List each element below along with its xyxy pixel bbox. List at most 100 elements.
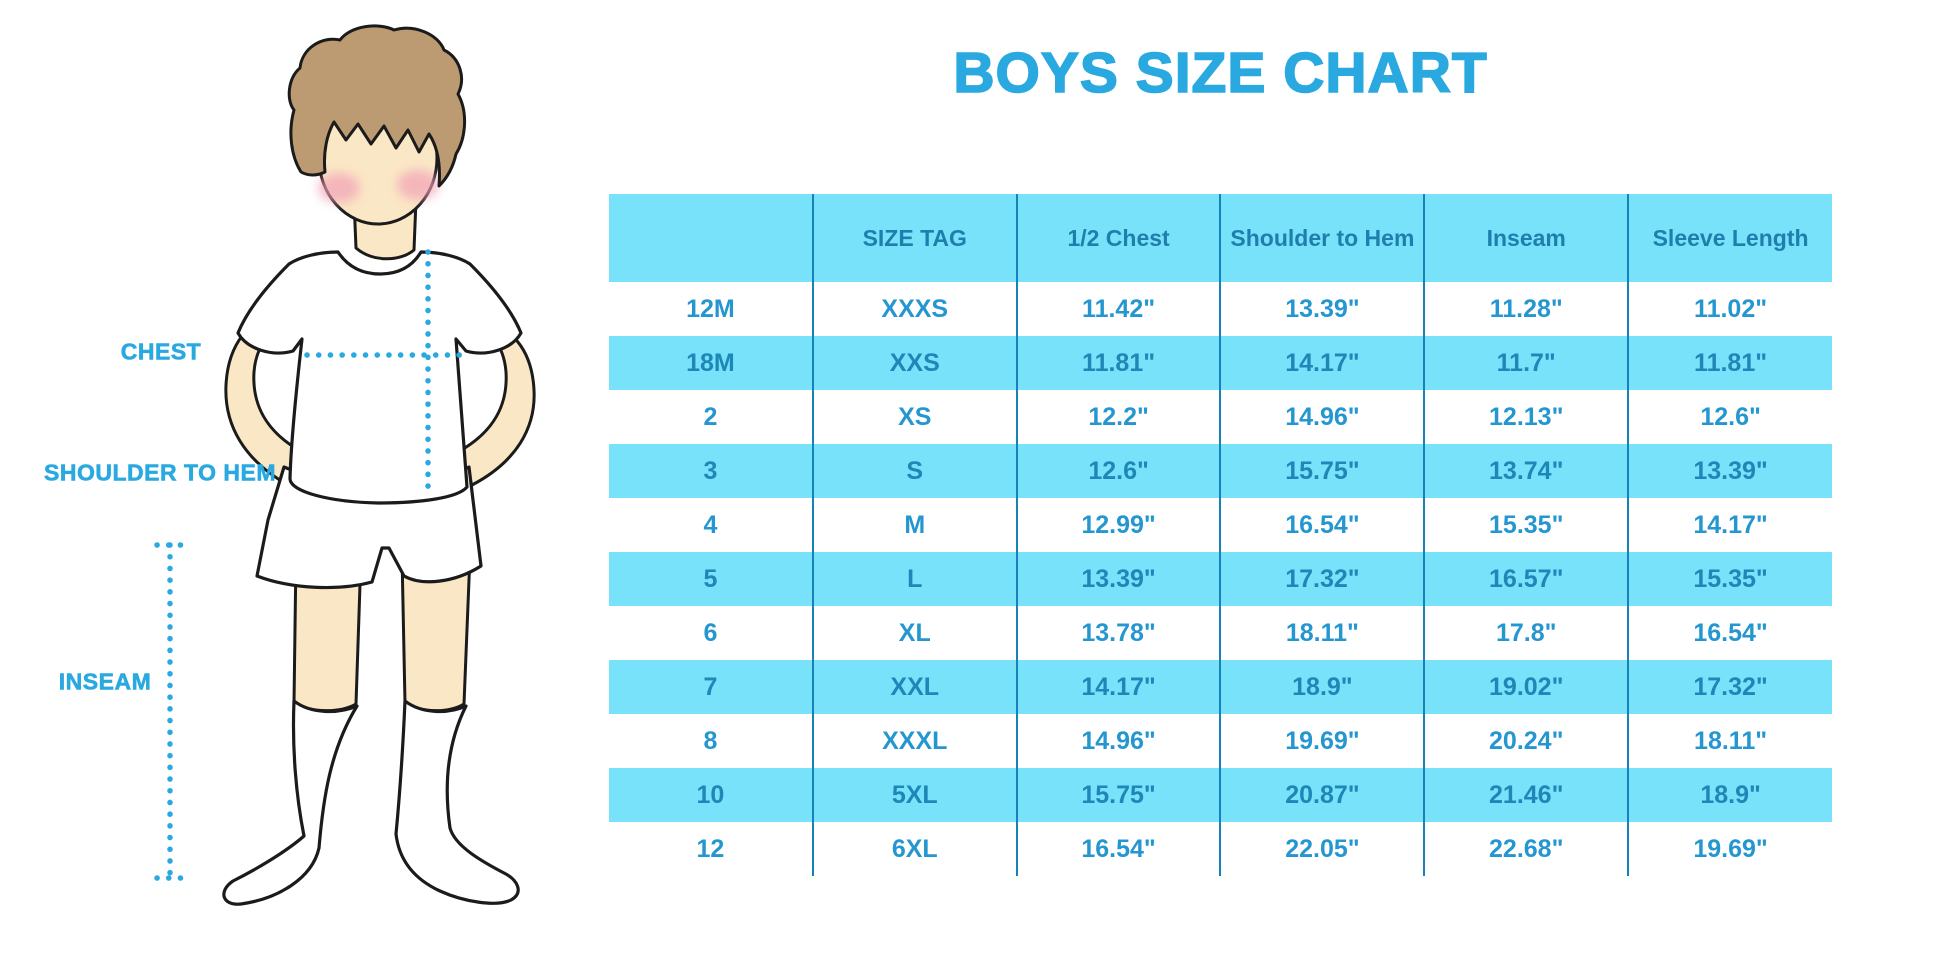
table-row: 10 5XL 15.75" 20.87" 21.46" 18.9" (609, 768, 1832, 822)
cell-size: 3 (609, 444, 813, 498)
cell-half-chest: 11.42" (1015, 282, 1221, 336)
right-sock (394, 699, 520, 905)
cell-inseam: 11.28" (1423, 282, 1629, 336)
header-cell-sleeve-length: Sleeve Length (1627, 194, 1832, 282)
cell-sleeve-length: 18.9" (1627, 768, 1832, 822)
header-cell-half-chest: 1/2 Chest (1015, 194, 1221, 282)
table-row: 2 XS 12.2" 14.96" 12.13" 12.6" (609, 390, 1832, 444)
boy-illustration-svg (154, 24, 536, 906)
hair (287, 24, 467, 188)
cell-shoulder-to-hem: 19.69" (1219, 714, 1425, 768)
header-row: SIZE TAG 1/2 Chest Shoulder to Hem Insea… (609, 194, 1832, 282)
cell-sleeve-length: 17.32" (1627, 660, 1832, 714)
cell-size: 4 (703, 510, 718, 539)
header-cell-size-tag: SIZE TAG (811, 194, 1017, 282)
cell-shoulder-to-hem: 14.96" (1219, 390, 1425, 444)
cell-inseam: 11.7" (1423, 336, 1629, 390)
cell-shoulder-to-hem: 20.87" (1219, 768, 1425, 822)
cell-inseam: 22.68" (1423, 822, 1629, 876)
t-shirt (236, 250, 523, 505)
cell-sleeve-length: 12.6" (1627, 390, 1832, 444)
cell-sleeve-length: 18.11" (1627, 714, 1832, 768)
cell-shoulder-to-hem: 18.9" (1219, 660, 1425, 714)
cell-sleeve-length: 19.69" (1627, 822, 1832, 876)
size-table: SIZE TAG 1/2 Chest Shoulder to Hem Insea… (609, 194, 1832, 876)
cheek-left-blush (318, 173, 360, 203)
cell-half-chest: 11.81" (1015, 336, 1221, 390)
cell-half-chest: 13.39" (1015, 552, 1221, 606)
cell-half-chest: 14.17" (1015, 660, 1221, 714)
boy-illustration (0, 0, 560, 973)
table-row: 12M XXXS 11.42" 13.39" 11.28" 11.02" (609, 282, 1832, 336)
table-row: 7 XXL 14.17" 18.9" 19.02" 17.32" (609, 660, 1832, 714)
cell-sleeve-length: 13.39" (1627, 444, 1832, 498)
cell-half-chest: 13.78" (1015, 606, 1221, 660)
size-table-header: SIZE TAG 1/2 Chest Shoulder to Hem Insea… (609, 194, 1832, 282)
cell-size-tag: M (811, 498, 1017, 552)
cell-size: 2 (703, 402, 718, 431)
cell-sleeve-length: 16.54" (1627, 606, 1832, 660)
cell-size-tag: XXL (811, 660, 1017, 714)
cell-inseam: 13.74" (1423, 444, 1629, 498)
cell-size-tag: XXXS (811, 282, 1017, 336)
cell-size: 12M (686, 294, 735, 323)
header-cell-shoulder-to-hem: Shoulder to Hem (1219, 194, 1425, 282)
cell-half-chest: 12.6" (1015, 444, 1221, 498)
shoulder-to-hem-label: SHOULDER TO HEM (44, 459, 276, 486)
chest-label: CHEST (120, 338, 202, 365)
cell-shoulder-to-hem: 18.11" (1219, 606, 1425, 660)
cheek-right-blush (397, 170, 439, 200)
cell-shoulder-to-hem: 22.05" (1219, 822, 1425, 876)
cell-size-tag: XS (811, 390, 1017, 444)
header-cell-size (609, 194, 813, 282)
cell-sleeve-length: 11.02" (1627, 282, 1832, 336)
cell-shoulder-to-hem: 14.17" (1219, 336, 1425, 390)
cell-inseam: 16.57" (1423, 552, 1629, 606)
cell-sleeve-length: 14.17" (1627, 498, 1832, 552)
table-row: 18M XXS 11.81" 14.17" 11.7" 11.81" (609, 336, 1832, 390)
cell-shoulder-to-hem: 15.75" (1219, 444, 1425, 498)
cell-size: 12 (696, 834, 725, 863)
cell-inseam: 20.24" (1423, 714, 1629, 768)
cell-half-chest: 14.96" (1015, 714, 1221, 768)
cell-inseam: 15.35" (1423, 498, 1629, 552)
cell-sleeve-length: 11.81" (1627, 336, 1832, 390)
cell-size: 18M (609, 336, 813, 390)
table-row: 6 XL 13.78" 18.11" 17.8" 16.54" (609, 606, 1832, 660)
cell-size-tag: XXS (811, 336, 1017, 390)
table-row: 8 XXXL 14.96" 19.69" 20.24" 18.11" (609, 714, 1832, 768)
cell-inseam: 17.8" (1423, 606, 1629, 660)
cell-half-chest: 12.2" (1015, 390, 1221, 444)
cell-size-tag: L (811, 552, 1017, 606)
cell-size-tag: XL (811, 606, 1017, 660)
cell-size: 7 (609, 660, 813, 714)
cell-half-chest: 15.75" (1015, 768, 1221, 822)
table-row: 5 L 13.39" 17.32" 16.57" 15.35" (609, 552, 1832, 606)
cell-half-chest: 16.54" (1015, 822, 1221, 876)
cell-size: 8 (703, 726, 718, 755)
cell-sleeve-length: 15.35" (1627, 552, 1832, 606)
cell-size-tag: XXXL (811, 714, 1017, 768)
table-row: 4 M 12.99" 16.54" 15.35" 14.17" (609, 498, 1832, 552)
cell-shoulder-to-hem: 16.54" (1219, 498, 1425, 552)
cell-shoulder-to-hem: 17.32" (1219, 552, 1425, 606)
cell-shoulder-to-hem: 13.39" (1219, 282, 1425, 336)
cell-size: 6 (703, 618, 718, 647)
cell-inseam: 19.02" (1423, 660, 1629, 714)
page-title: BOYS SIZE CHART (953, 40, 1488, 106)
inseam-label: INSEAM (58, 668, 152, 695)
left-sock (222, 699, 359, 906)
header-cell-inseam: Inseam (1423, 194, 1629, 282)
cell-size-tag: 5XL (811, 768, 1017, 822)
cell-size-tag: S (811, 444, 1017, 498)
cell-size: 5 (609, 552, 813, 606)
table-row: 12 6XL 16.54" 22.05" 22.68" 19.69" (609, 822, 1832, 876)
size-table-body: 12M XXXS 11.42" 13.39" 11.28" 11.02" 18M XXS 11.… (609, 282, 1832, 876)
cell-inseam: 21.46" (1423, 768, 1629, 822)
cell-size: 10 (609, 768, 813, 822)
cell-half-chest: 12.99" (1015, 498, 1221, 552)
cell-size-tag: 6XL (811, 822, 1017, 876)
table-row: 3 S 12.6" 15.75" 13.74" 13.39" (609, 444, 1832, 498)
cell-inseam: 12.13" (1423, 390, 1629, 444)
